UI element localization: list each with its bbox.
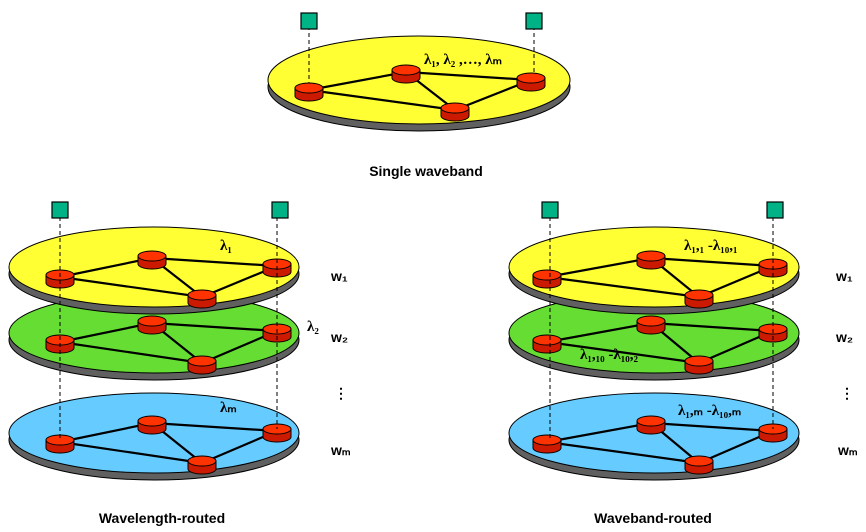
layer-label-1: λ₁ [220,238,232,254]
caption-single-waveband: Single waveband [369,163,483,179]
single-waveband-group: λ₁, λ₂ ,…, λₘ Single waveband [267,12,571,179]
router-node [440,102,470,122]
router-node [391,64,421,84]
terminal-node [525,12,543,30]
waveband-label-1: w₁ [835,268,853,284]
ellipsis-vertical: ⋮ [840,385,854,401]
terminal-node [300,12,318,30]
layer-label-2: λ₂ [307,319,319,335]
ellipsis-vertical: ⋮ [334,385,348,401]
waveband-routed-group: λ₁,₁ -λ₁₀,₁ λ₁,₁₀ -λ₁₀,₂ λ₁,ₘ -λ₁₀,ₘ w₁ … [508,201,858,526]
waveband-label-m: wₘ [330,442,351,458]
layer-label-2: λ₁,₁₀ -λ₁₀,₂ [580,347,638,363]
layer-label-m: λ₁,ₘ -λ₁₀,ₘ [678,403,741,419]
terminal-node [766,201,784,219]
caption-waveband-routed: Waveband-routed [594,510,712,526]
terminal-node [541,201,559,219]
terminal-node [271,201,289,219]
router-node [294,82,324,102]
router-node [516,72,546,92]
layer-label-1: λ₁,₁ -λ₁₀,₁ [684,238,737,254]
waveband-label-1: w₁ [330,268,348,284]
waveband-label-2: w₂ [330,329,348,345]
layer-label-m: λₘ [220,400,237,416]
wavelength-routed-group: λ₁ λ₂ λₘ w₁ w₂ ⋮ wₘ Wavelength-routed [8,201,351,526]
waveband-label-m: wₘ [837,442,858,458]
waveband-label-2: w₂ [835,329,853,345]
caption-wavelength-routed: Wavelength-routed [99,510,225,526]
wavelength-label: λ₁, λ₂ ,…, λₘ [424,52,502,68]
terminal-node [51,201,69,219]
